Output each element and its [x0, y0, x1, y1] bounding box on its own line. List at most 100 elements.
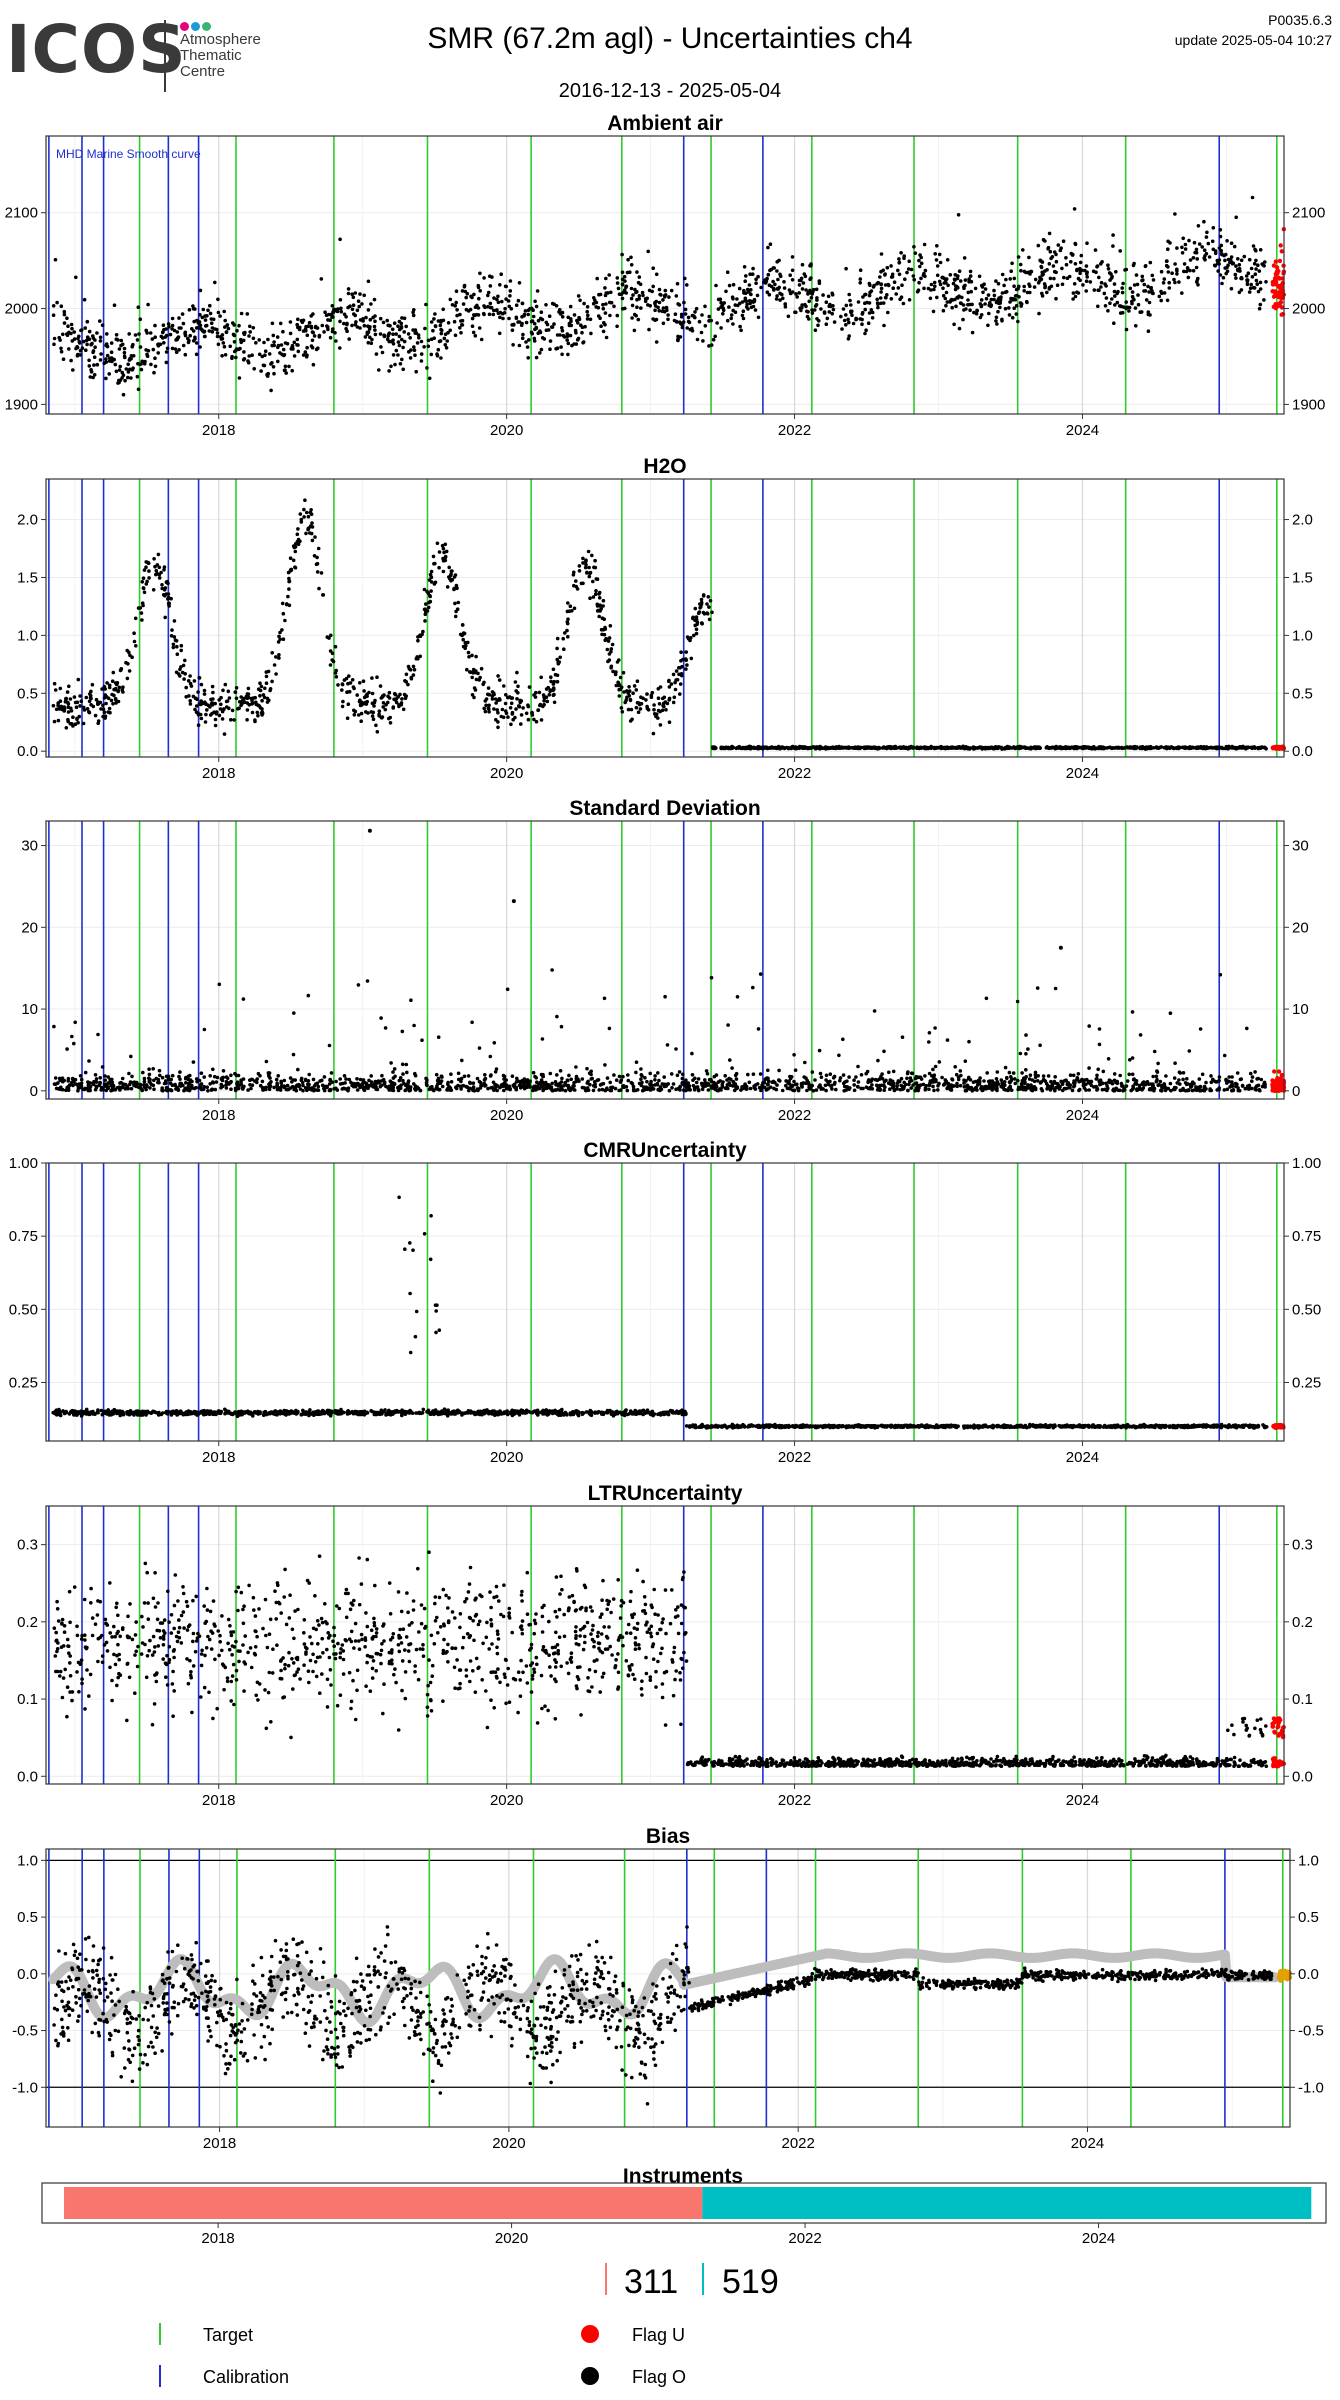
data-point [1196, 283, 1200, 287]
data-point [747, 299, 752, 303]
data-point [729, 313, 734, 317]
data-point [316, 546, 321, 551]
data-point [1254, 267, 1258, 271]
data-point [678, 320, 682, 325]
data-point [545, 322, 550, 327]
data-point [122, 346, 127, 351]
data-point [285, 341, 290, 346]
data-point [350, 323, 354, 328]
data-point [572, 570, 576, 575]
data-point [313, 535, 317, 539]
data-point [435, 541, 440, 546]
data-point [1014, 303, 1019, 308]
data-point [352, 708, 356, 713]
data-point [627, 685, 631, 689]
data-point [667, 295, 671, 299]
data-point [423, 326, 427, 331]
data-point [1061, 239, 1066, 243]
data-point [444, 346, 449, 350]
data-point [366, 308, 371, 312]
data-point [288, 556, 293, 560]
data-point [183, 658, 187, 663]
data-point [666, 317, 670, 322]
data-point [731, 297, 735, 301]
data-point [896, 286, 901, 290]
data-point [607, 652, 612, 656]
data-point [797, 278, 802, 283]
data-point [209, 701, 214, 706]
data-point [408, 356, 413, 360]
data-point [1014, 287, 1019, 292]
data-point [1239, 276, 1243, 281]
data-point [1107, 271, 1112, 275]
data-point [230, 708, 235, 713]
data-point [623, 700, 627, 705]
data-point [548, 347, 552, 352]
data-point [248, 324, 252, 329]
data-point [1237, 290, 1242, 295]
data-point [574, 584, 579, 589]
data-point [418, 634, 423, 638]
data-point [846, 337, 851, 341]
data-point [120, 376, 124, 380]
data-point [995, 1070, 1000, 1074]
data-point [715, 321, 719, 325]
data-point [932, 746, 936, 750]
data-point [1016, 319, 1020, 324]
data-point [826, 294, 831, 299]
data-point [258, 706, 263, 710]
data-point [404, 324, 409, 329]
data-point [866, 321, 871, 326]
data-point [446, 1080, 450, 1085]
data-point [685, 663, 689, 667]
data-point [296, 343, 300, 347]
data-point [1071, 252, 1075, 257]
data-point [509, 307, 514, 311]
data-point [287, 364, 291, 369]
data-point [1093, 248, 1098, 252]
data-point [612, 304, 616, 309]
data-point [53, 1076, 58, 1080]
data-point [174, 350, 179, 355]
data-point [656, 305, 660, 310]
data-point [394, 348, 399, 353]
data-point [487, 692, 492, 697]
data-point [458, 632, 463, 637]
data-point [602, 996, 607, 1001]
data-point [307, 320, 312, 325]
data-point [223, 318, 227, 323]
data-point [992, 297, 996, 302]
data-point [401, 1072, 405, 1076]
data-point [359, 719, 364, 723]
data-point [441, 546, 446, 551]
data-point [656, 708, 661, 713]
data-point [487, 710, 491, 714]
data-point [1045, 290, 1049, 295]
data-point [191, 1060, 196, 1064]
data-point [653, 301, 657, 306]
data-point [527, 685, 532, 689]
data-point [813, 1078, 817, 1082]
data-point [326, 318, 330, 322]
data-point [566, 617, 570, 621]
data-point [409, 676, 414, 681]
data-point [722, 301, 726, 305]
data-point [419, 339, 424, 344]
data-point [742, 291, 746, 295]
data-point [606, 639, 611, 643]
data-point [189, 684, 194, 688]
data-point [264, 670, 269, 674]
data-point [379, 715, 384, 720]
data-point [899, 251, 903, 255]
data-point [456, 1071, 461, 1076]
data-point [963, 283, 967, 288]
data-point [265, 372, 269, 377]
data-point [350, 307, 355, 312]
data-point [262, 363, 267, 368]
logo-sub-line-1: Atmosphere [180, 31, 261, 48]
data-point [448, 328, 453, 333]
data-point [811, 745, 816, 749]
data-point [237, 376, 242, 380]
data-point [352, 312, 356, 316]
data-point [693, 623, 697, 628]
